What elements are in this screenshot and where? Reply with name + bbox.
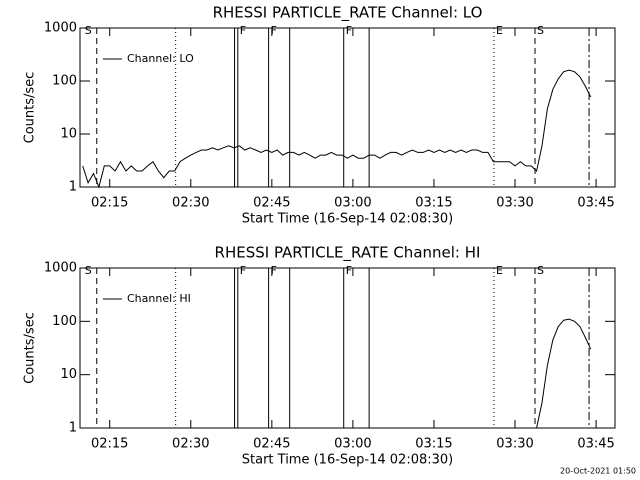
y-tick-label: 10 [60,127,77,142]
event-label: S [85,24,92,37]
event-label: F [346,264,352,277]
x-tick-label: 03:30 [496,196,533,211]
y-axis-label: Counts/sec [23,312,38,384]
x-tick-label: 03:00 [334,196,371,211]
event-label: E [496,24,503,37]
y-tick-label: 1 [69,180,77,195]
x-tick-label: 03:30 [496,437,533,452]
x-tick-label: 02:15 [91,437,128,452]
event-label: S [85,264,92,277]
x-tick-label: 03:45 [577,196,614,211]
event-label: S [537,264,544,277]
x-tick-label: 02:30 [172,196,209,211]
y-tick-label: 1000 [44,261,77,276]
x-tick-label: 02:45 [253,437,290,452]
x-tick-label: 03:45 [577,437,614,452]
x-tick-label: 02:30 [172,437,209,452]
x-tick-label: 03:00 [334,437,371,452]
event-label: F [240,264,246,277]
y-tick-label: 1 [69,421,77,436]
y-tick-label: 10 [60,367,77,382]
event-label: E [496,264,503,277]
y-tick-label: 100 [52,74,77,89]
event-label: F [271,264,277,277]
chart-title: RHESSI PARTICLE_RATE Channel: LO [213,4,483,23]
x-tick-label: 03:15 [415,196,452,211]
x-tick-label: 02:15 [91,196,128,211]
y-axis-label: Counts/sec [23,72,38,144]
timestamp: 20-Oct-2021 01:50 [560,467,636,476]
plot-frame [79,27,616,188]
y-tick-label: 100 [52,314,77,329]
event-label: F [271,24,277,37]
x-tick-label: 03:15 [415,437,452,452]
data-line [536,318,592,429]
y-tick-label: 1000 [44,21,77,36]
legend-label: Channel: HI [127,292,191,305]
x-axis-label: Start Time (16-Sep-14 02:08:30) [242,453,453,468]
data-line [82,69,592,189]
legend-label: Channel: LO [127,52,194,65]
event-label: F [346,24,352,37]
event-label: F [240,24,246,37]
chart-title: RHESSI PARTICLE_RATE Channel: HI [215,244,481,263]
plot-frame [79,267,616,429]
x-axis-label: Start Time (16-Sep-14 02:08:30) [242,212,453,227]
event-label: S [537,24,544,37]
x-tick-label: 02:45 [253,196,290,211]
